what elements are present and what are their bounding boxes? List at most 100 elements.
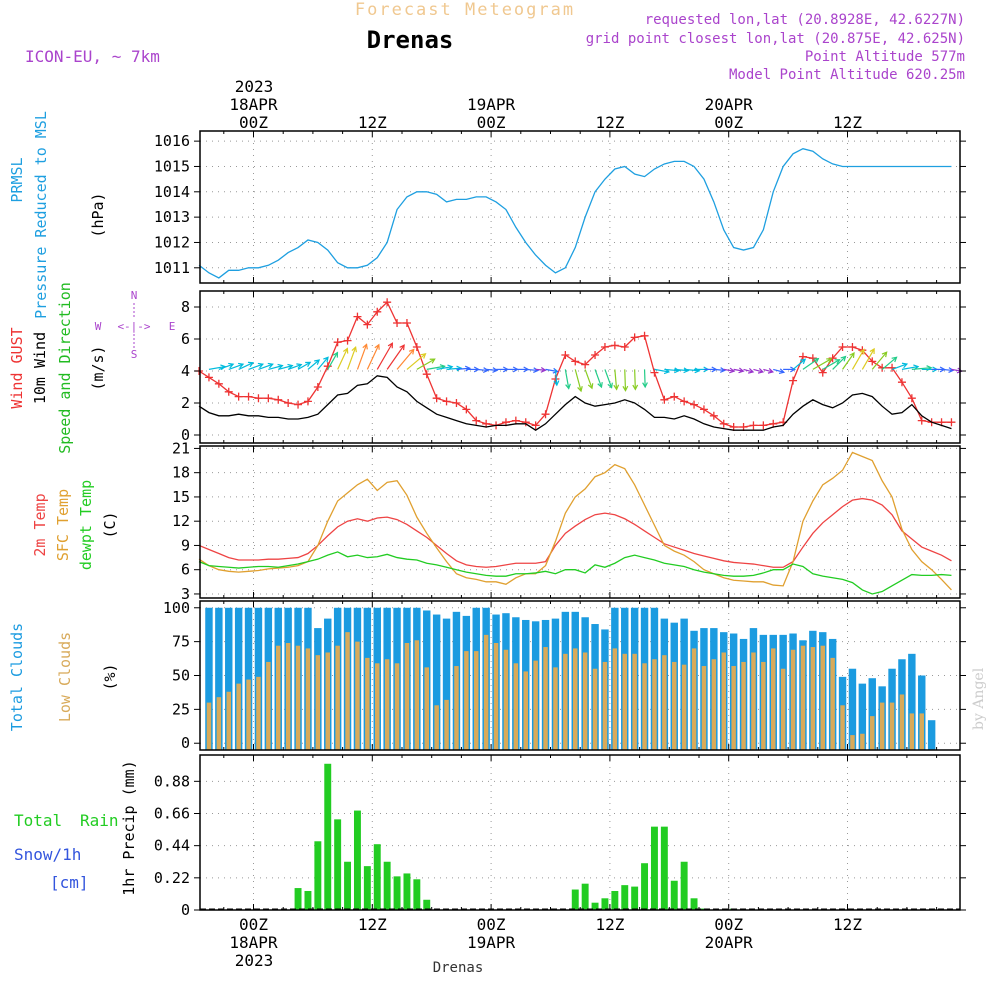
arrow-shaft — [446, 367, 462, 370]
wind-direction-arrow — [881, 356, 898, 370]
arrow-head — [464, 365, 472, 372]
gust-marker — [907, 394, 916, 403]
arrow-head — [257, 362, 265, 369]
total-cloud-bar — [848, 668, 857, 750]
low-cloud-bar — [622, 653, 627, 750]
gust-marker — [591, 351, 600, 359]
rain-bar — [393, 876, 401, 910]
wind-direction-arrow — [812, 358, 833, 370]
wind-direction-arrow — [218, 362, 235, 370]
ytick-label: 6 — [181, 561, 190, 579]
total-cloud-bar — [868, 678, 876, 750]
rain-bar — [314, 841, 322, 910]
arrow-shaft — [554, 369, 558, 386]
rain-bar — [334, 819, 342, 910]
low-cloud-bar — [434, 705, 439, 750]
compass-icon: N S W E <-|-> — [95, 289, 176, 361]
ytick-label: 1011 — [154, 259, 190, 277]
gust-marker — [620, 343, 629, 351]
total-cloud-bar — [908, 653, 916, 750]
arrow-head — [881, 351, 888, 358]
wind-direction-arrow — [802, 357, 820, 370]
panel-temperature: 3 6 9 12 15 18 21 — [172, 439, 966, 603]
arrow-shaft — [337, 348, 348, 370]
low-cloud-bar — [266, 661, 271, 750]
arrow-head — [342, 347, 349, 354]
low-cloud-bar — [563, 653, 568, 750]
wind-direction-arrow — [258, 362, 274, 370]
arrow-shaft — [773, 368, 785, 373]
low-cloud-bar — [276, 645, 281, 750]
ytick-label: 1016 — [154, 132, 190, 150]
panel-frame — [199, 290, 961, 444]
total-cloud-bar — [225, 607, 233, 750]
rain-bar — [344, 861, 352, 910]
low-cloud-bar — [384, 659, 390, 750]
low-cloud-bar — [840, 705, 845, 750]
gust-marker — [690, 400, 699, 409]
arrow-shaft — [654, 368, 669, 373]
arrow-shaft — [258, 363, 273, 370]
arrow-head — [597, 382, 603, 389]
wind-direction-arrow — [743, 368, 755, 374]
gust-marker — [432, 394, 441, 403]
bottom-hour-label: 00Z — [714, 915, 743, 934]
ytick-label: 4 — [181, 362, 190, 380]
pressure-line — [198, 148, 952, 279]
arrow-shaft — [218, 363, 234, 370]
arrow-shaft — [486, 368, 498, 371]
wind-direction-arrow — [446, 365, 463, 372]
bottom-hour-label: 00Z — [239, 915, 268, 934]
panel-precip: 0 0.22 0.44 0.66 0.88 — [154, 754, 966, 919]
gust-marker — [373, 307, 382, 316]
gust-marker — [343, 336, 352, 345]
arrow-shaft — [208, 365, 226, 370]
low-cloud-bar — [860, 733, 865, 750]
low-cloud-bar — [533, 660, 538, 750]
low-cloud-bar — [800, 645, 806, 750]
arrow-shaft — [822, 359, 840, 370]
low-cloud-bar — [335, 645, 340, 750]
total-cloud-bar — [215, 607, 223, 750]
low-cloud-bar — [612, 648, 618, 750]
arrow-head — [399, 344, 405, 351]
arrow-head — [778, 368, 786, 375]
low-cloud-bar — [790, 649, 796, 750]
wind-direction-arrow — [613, 369, 620, 391]
arrow-head — [552, 367, 559, 374]
gust-marker — [947, 418, 956, 427]
gust-marker — [363, 320, 372, 329]
arrow-head — [482, 367, 490, 373]
low-cloud-bar — [741, 661, 746, 750]
arrow-head — [813, 357, 820, 364]
low-cloud-bar — [414, 640, 420, 750]
gust-marker — [472, 416, 481, 425]
gust-marker — [234, 392, 243, 401]
ytick-label: 1015 — [154, 157, 190, 175]
gust-marker — [254, 394, 263, 403]
panel-clouds: 0 25 50 75 100 — [163, 599, 966, 752]
arrow-shaft — [802, 358, 819, 370]
arrow-shaft — [456, 367, 470, 370]
gust-marker — [630, 333, 639, 342]
arrow-shaft — [426, 365, 445, 370]
arrow-head — [237, 362, 245, 369]
total-cloud-bar — [858, 683, 867, 750]
gust-marker — [204, 373, 213, 382]
wind-direction-arrow — [564, 369, 571, 390]
wind-direction-arrow — [664, 367, 681, 374]
gust-marker — [848, 343, 857, 351]
ytick-label: 3 — [181, 585, 190, 603]
temp-unit: (C) — [101, 511, 119, 538]
wind-direction-arrow — [238, 361, 255, 370]
wind-direction-arrow — [525, 367, 540, 374]
gust-marker — [224, 387, 233, 396]
wind-direction-arrow — [642, 369, 648, 389]
low-cloud-bar — [216, 697, 222, 750]
arrow-head — [540, 366, 547, 373]
low-cloud-bar — [503, 649, 509, 750]
gust-marker — [412, 343, 421, 351]
ytick-label: 1013 — [154, 208, 190, 226]
ytick-label: 0.44 — [154, 837, 190, 855]
